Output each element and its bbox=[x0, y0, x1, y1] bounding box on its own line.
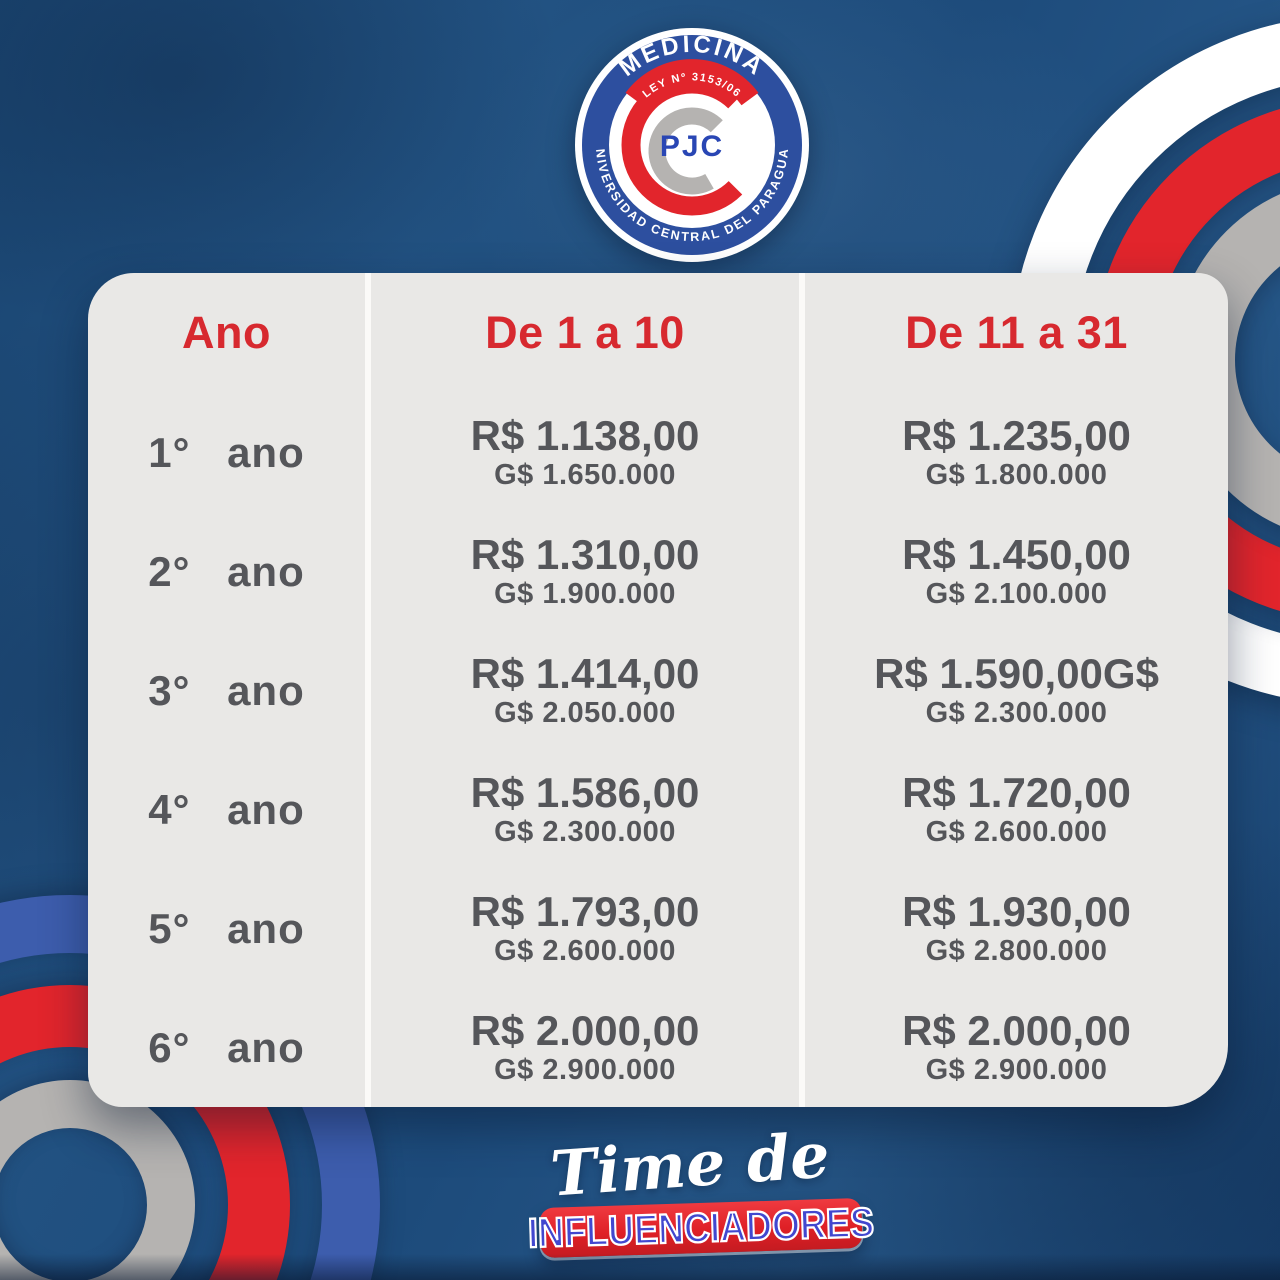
price-gs: G$ 1.800.000 bbox=[925, 458, 1108, 491]
price-brl: R$ 1.414,00 bbox=[470, 649, 700, 697]
year-label: 1° ano bbox=[148, 428, 305, 476]
logo-pjc-text: PJC bbox=[660, 130, 724, 163]
table-row: R$ 1.414,00 G$ 2.050.000 bbox=[371, 631, 799, 750]
price-gs: G$ 2.600.000 bbox=[494, 934, 676, 967]
price-brl: R$ 1.930,00 bbox=[902, 887, 1131, 935]
price-gs: G$ 1.650.000 bbox=[494, 458, 676, 491]
column-year: Ano 1° ano 2° ano 3° ano 4° ano 5° ano 6… bbox=[88, 273, 365, 1107]
table-row: R$ 1.138,00 G$ 1.650.000 bbox=[371, 393, 799, 512]
table-row: 5° ano bbox=[88, 869, 365, 988]
price-gs: G$ 2.300.000 bbox=[925, 696, 1108, 729]
price-gs: G$ 2.300.000 bbox=[494, 815, 676, 848]
price-brl: R$ 1.793,00 bbox=[470, 887, 700, 935]
column-header-de-11-a-31: De 11 a 31 bbox=[905, 307, 1128, 358]
year-label: 5° ano bbox=[148, 904, 305, 952]
table-row: 3° ano bbox=[88, 631, 365, 750]
law-banner-arc bbox=[625, 59, 759, 106]
table-row: 4° ano bbox=[88, 750, 365, 869]
year-label: 6° ano bbox=[148, 1023, 305, 1071]
price-brl: R$ 1.450,00 bbox=[902, 530, 1131, 578]
year-label: 2° ano bbox=[148, 547, 305, 595]
price-brl: R$ 1.310,00 bbox=[470, 530, 700, 578]
column-tier-11-31: De 11 a 31 R$ 1.235,00 G$ 1.800.000 R$ 1… bbox=[799, 273, 1228, 1107]
table-row: R$ 1.720,00 G$ 2.600.000 bbox=[805, 750, 1228, 869]
red-c-mark-icon bbox=[621, 74, 763, 216]
table-row: R$ 1.590,00G$ G$ 2.300.000 bbox=[805, 631, 1228, 750]
price-gs: G$ 2.050.000 bbox=[494, 696, 676, 729]
price-brl: R$ 1.235,00 bbox=[902, 411, 1131, 459]
price-gs: G$ 1.900.000 bbox=[494, 577, 676, 610]
price-gs: G$ 2.600.000 bbox=[925, 815, 1108, 848]
table-row: R$ 2.000,00 G$ 2.900.000 bbox=[371, 988, 799, 1107]
price-brl: R$ 1.720,00 bbox=[902, 768, 1131, 816]
influenciadores-banner: INFLUENCIADORES bbox=[526, 1197, 876, 1259]
column-tier-1-10: De 1 a 10 R$ 1.138,00 G$ 1.650.000 R$ 1.… bbox=[365, 273, 799, 1107]
table-row: R$ 1.586,00 G$ 2.300.000 bbox=[371, 750, 799, 869]
tuition-price-table: Ano 1° ano 2° ano 3° ano 4° ano 5° ano 6… bbox=[88, 273, 1228, 1107]
column-header-de-1-a-10: De 1 a 10 bbox=[485, 307, 685, 358]
price-gs: G$ 2.100.000 bbox=[925, 577, 1108, 610]
year-label: 4° ano bbox=[148, 785, 305, 833]
university-seal-logo: MEDICINA LEY Nº 3153/06 UNIVERSIDAD CENT… bbox=[572, 25, 809, 262]
price-brl: R$ 2.000,00 bbox=[470, 1006, 700, 1054]
price-brl: R$ 2.000,00 bbox=[902, 1006, 1131, 1054]
influenciadores-banner-text: INFLUENCIADORES bbox=[526, 1197, 875, 1257]
table-row: 2° ano bbox=[88, 512, 365, 631]
table-row: 1° ano bbox=[88, 393, 365, 512]
table-row: R$ 1.235,00 G$ 1.800.000 bbox=[805, 393, 1228, 512]
table-row: R$ 1.930,00 G$ 2.800.000 bbox=[805, 869, 1228, 988]
price-gs: G$ 2.800.000 bbox=[925, 934, 1108, 967]
table-row: R$ 2.000,00 G$ 2.900.000 bbox=[805, 988, 1228, 1107]
table-row: R$ 1.310,00 G$ 1.900.000 bbox=[371, 512, 799, 631]
table-row: R$ 1.793,00 G$ 2.600.000 bbox=[371, 869, 799, 988]
price-brl: R$ 1.586,00 bbox=[470, 768, 700, 816]
price-gs: G$ 2.900.000 bbox=[494, 1053, 676, 1086]
table-row: R$ 1.450,00 G$ 2.100.000 bbox=[805, 512, 1228, 631]
year-label: 3° ano bbox=[148, 666, 305, 714]
gray-c-mark-icon bbox=[648, 107, 736, 195]
price-gs: G$ 2.900.000 bbox=[925, 1053, 1108, 1086]
table-row: 6° ano bbox=[88, 988, 365, 1107]
price-brl: R$ 1.590,00G$ bbox=[874, 649, 1159, 697]
bottom-shadow-strip bbox=[0, 1254, 1280, 1280]
price-brl: R$ 1.138,00 bbox=[470, 411, 700, 459]
column-header-ano: Ano bbox=[182, 307, 271, 358]
